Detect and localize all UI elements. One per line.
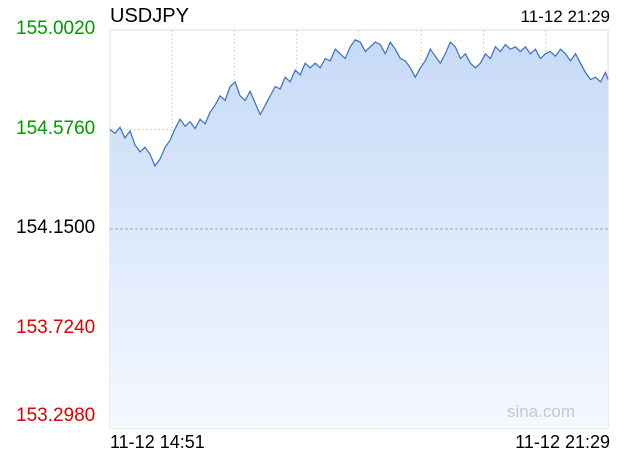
y-tick-label-reference: 154.1500 [16, 217, 96, 238]
y-tick-label-bottom: 153.2980 [16, 405, 96, 426]
price-area-fill [110, 39, 608, 429]
y-tick-label-upper: 154.5760 [16, 117, 96, 139]
x-tick-label-end: 11-12 21:29 [515, 432, 610, 452]
y-tick-label-top: 155.0020 [16, 18, 96, 39]
price-line [109, 39, 609, 168]
last-update-timestamp: 11-12 21:29 [520, 7, 610, 26]
watermark: sina.com [507, 402, 576, 421]
chart-title: USDJPY [110, 5, 189, 27]
x-tick-label-start: 11-12 14:51 [110, 432, 205, 452]
y-tick-label-lower: 153.7240 [16, 316, 96, 338]
